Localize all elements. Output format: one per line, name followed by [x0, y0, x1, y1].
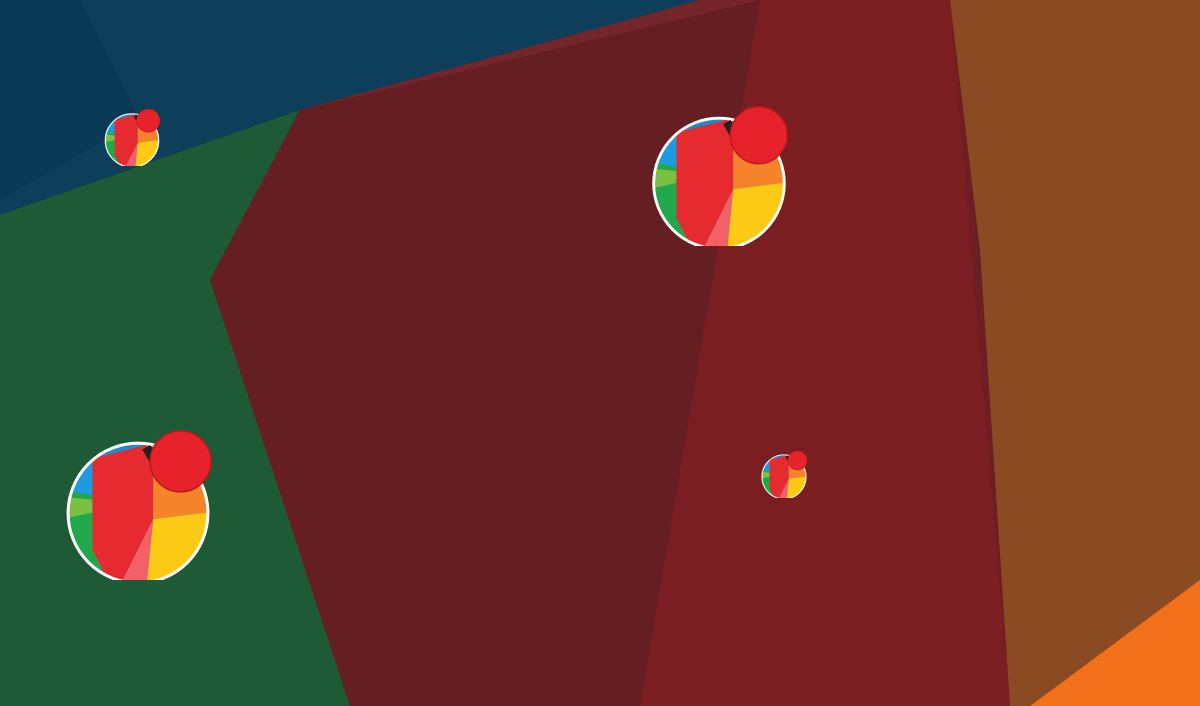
coin-logo: [62, 428, 214, 580]
coin-logo: [103, 108, 161, 166]
coin-logo: [648, 104, 790, 246]
coin-logo: [760, 450, 808, 498]
